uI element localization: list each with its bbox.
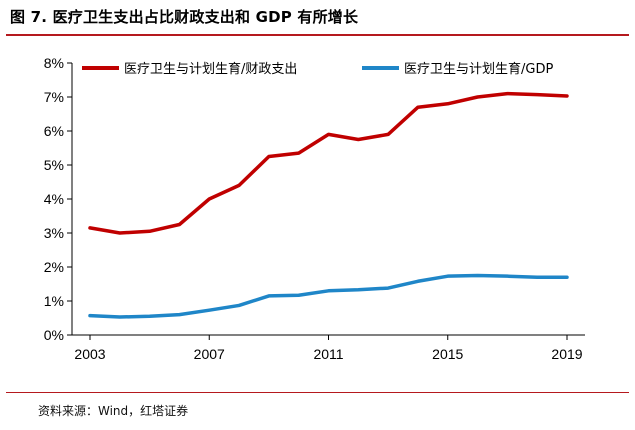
legend-label: 医疗卫生与计划生育/财政支出 (124, 61, 297, 77)
figure-title: 图 7. 医疗卫生支出占比财政支出和 GDP 有所增长 (10, 8, 359, 26)
series-lines (88, 91, 569, 319)
x-tick-labels: 2003 2007 2011 2015 2019 (74, 335, 583, 362)
source-note: 资料来源：Wind，红塔证券 (38, 404, 189, 418)
y-tick-labels: 0% 1% 2% 3% 4% 5% 6% 7% 8% (44, 55, 72, 343)
y-tick-label: 8% (44, 55, 64, 71)
chart-legend: 医疗卫生与计划生育/财政支出 医疗卫生与计划生育/GDP (82, 61, 553, 77)
y-tick-label: 3% (44, 225, 64, 241)
y-tick-label: 6% (44, 123, 64, 139)
x-tick-label: 2015 (432, 346, 463, 362)
source-divider (6, 392, 629, 393)
title-divider (6, 34, 629, 36)
y-tick-label: 2% (44, 259, 64, 275)
x-tick-label: 2007 (194, 346, 225, 362)
x-tick-label: 2019 (551, 346, 582, 362)
x-tick-label: 2011 (313, 346, 343, 362)
y-tick-label: 4% (44, 191, 64, 207)
legend-label: 医疗卫生与计划生育/GDP (404, 61, 553, 77)
chart-axes (71, 63, 585, 336)
y-tick-label: 5% (44, 157, 64, 173)
y-tick-label: 7% (44, 89, 64, 105)
series-line-gdp-share (88, 273, 569, 319)
y-tick-label: 1% (44, 293, 64, 309)
series-line-fiscal-share (88, 91, 569, 235)
line-chart: 0%1%2%3%4%5%6%7%8% 2003 2007 2011 2015 2019 … (44, 55, 585, 362)
x-tick-label: 2003 (74, 346, 105, 362)
y-tick-label: 0% (44, 327, 64, 343)
